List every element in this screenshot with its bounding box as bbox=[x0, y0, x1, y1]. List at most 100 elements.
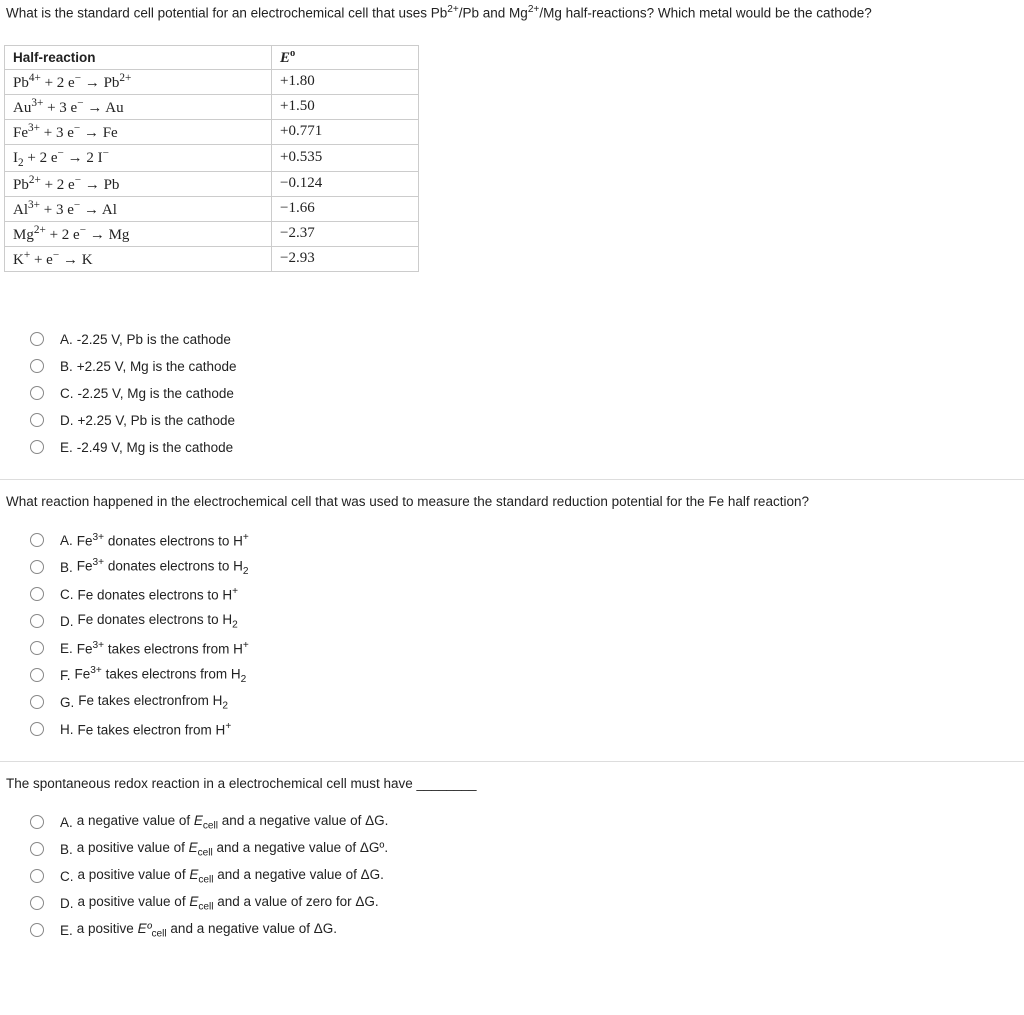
radio-icon[interactable] bbox=[30, 815, 44, 829]
radio-icon[interactable] bbox=[30, 722, 44, 736]
option-letter: D. bbox=[60, 413, 74, 428]
answer-option[interactable]: C. Fe donates electrons to H+ bbox=[30, 581, 1024, 608]
reaction-cell: Al3+ + 3 e− → Al bbox=[5, 196, 272, 221]
radio-icon[interactable] bbox=[30, 695, 44, 709]
option-letter: D. bbox=[60, 614, 74, 629]
table-row: Pb2+ + 2 e− → Pb−0.124 bbox=[5, 171, 419, 196]
radio-icon[interactable] bbox=[30, 614, 44, 628]
radio-icon[interactable] bbox=[30, 533, 44, 547]
radio-icon[interactable] bbox=[30, 842, 44, 856]
e-value-cell: +0.771 bbox=[272, 119, 419, 144]
option-letter: B. bbox=[60, 359, 73, 374]
table-row: K+ + e− → K−2.93 bbox=[5, 246, 419, 271]
reaction-cell: Fe3+ + 3 e− → Fe bbox=[5, 119, 272, 144]
table-row: Au3+ + 3 e− → Au+1.50 bbox=[5, 94, 419, 119]
answer-option[interactable]: A. a negative value of Ecell and a negati… bbox=[30, 809, 1024, 836]
q3-options: A. a negative value of Ecell and a negati… bbox=[30, 809, 1024, 944]
q2-text: What reaction happened in the electroche… bbox=[0, 490, 1024, 513]
option-letter: A. bbox=[60, 332, 73, 347]
reaction-cell: Mg2+ + 2 e− → Mg bbox=[5, 221, 272, 246]
radio-icon[interactable] bbox=[30, 587, 44, 601]
option-text: Fe takes electron from H+ bbox=[78, 721, 232, 738]
option-text: -2.25 V, Pb is the cathode bbox=[77, 332, 231, 347]
answer-option[interactable]: B. a positive value of Ecell and a negati… bbox=[30, 836, 1024, 863]
option-letter: B. bbox=[60, 842, 73, 857]
answer-option[interactable]: C. -2.25 V, Mg is the cathode bbox=[30, 380, 1024, 407]
option-text: a positive Eºcell and a negative value o… bbox=[77, 921, 337, 940]
e-value-cell: −1.66 bbox=[272, 196, 419, 221]
q1-text-sup: 2+ bbox=[528, 4, 540, 15]
e-value-cell: −2.93 bbox=[272, 246, 419, 271]
answer-option[interactable]: E. Fe3+ takes electrons from H+ bbox=[30, 635, 1024, 662]
e-value-cell: +1.50 bbox=[272, 94, 419, 119]
q2-options: A. Fe3+ donates electrons to H+ B. Fe3+ don… bbox=[30, 527, 1024, 743]
option-text: +2.25 V, Pb is the cathode bbox=[78, 413, 236, 428]
th-e: Eo bbox=[272, 45, 419, 69]
option-letter: C. bbox=[60, 386, 74, 401]
radio-icon[interactable] bbox=[30, 440, 44, 454]
table-row: I2 + 2 e− → 2 I−+0.535 bbox=[5, 144, 419, 171]
option-text: a positive value of Ecell and a negative… bbox=[78, 867, 384, 886]
answer-option[interactable]: B.+2.25 V, Mg is the cathode bbox=[30, 353, 1024, 380]
reaction-cell: Pb2+ + 2 e− → Pb bbox=[5, 171, 272, 196]
reaction-cell: Pb4+ + 2 e− → Pb2+ bbox=[5, 69, 272, 94]
q1-text-part: /Mg half-reactions? Which metal would be… bbox=[539, 6, 871, 21]
answer-option[interactable]: B. Fe3+ donates electrons to H2 bbox=[30, 554, 1024, 581]
option-text: a positive value of Ecell and a value of… bbox=[78, 894, 379, 913]
half-reaction-table: Half-reaction Eo Pb4+ + 2 e− → Pb2++1.80… bbox=[4, 45, 419, 272]
answer-option[interactable]: C. a positive value of Ecell and a negati… bbox=[30, 863, 1024, 890]
q1-text: What is the standard cell potential for … bbox=[0, 0, 1024, 25]
radio-icon[interactable] bbox=[30, 641, 44, 655]
option-text: a positive value of Ecell and a negative… bbox=[77, 840, 388, 859]
option-letter: E. bbox=[60, 641, 73, 656]
answer-option[interactable]: E. a positive Eºcell and a negative value… bbox=[30, 917, 1024, 944]
option-letter: A. bbox=[60, 533, 73, 548]
table-row: Pb4+ + 2 e− → Pb2++1.80 bbox=[5, 69, 419, 94]
option-text: -2.25 V, Mg is the cathode bbox=[78, 386, 234, 401]
reaction-cell: K+ + e− → K bbox=[5, 246, 272, 271]
answer-option[interactable]: D.a positive value of Ecell and a value … bbox=[30, 890, 1024, 917]
option-letter: E. bbox=[60, 440, 73, 455]
option-text: Fe3+ donates electrons to H+ bbox=[77, 532, 249, 549]
option-letter: E. bbox=[60, 923, 73, 938]
radio-icon[interactable] bbox=[30, 896, 44, 910]
radio-icon[interactable] bbox=[30, 923, 44, 937]
answer-option[interactable]: D. +2.25 V, Pb is the cathode bbox=[30, 407, 1024, 434]
e-value-cell: +1.80 bbox=[272, 69, 419, 94]
table-row: Fe3+ + 3 e− → Fe+0.771 bbox=[5, 119, 419, 144]
option-letter: C. bbox=[60, 587, 74, 602]
answer-option[interactable]: H. Fe takes electron from H+ bbox=[30, 716, 1024, 743]
e-value-cell: +0.535 bbox=[272, 144, 419, 171]
answer-option[interactable]: F.Fe3+ takes electrons from H2 bbox=[30, 662, 1024, 689]
option-text: Fe3+ takes electrons from H+ bbox=[77, 640, 249, 657]
answer-option[interactable]: A. -2.25 V, Pb is the cathode bbox=[30, 326, 1024, 353]
option-text: a negative value of Ecell and a negative… bbox=[77, 813, 389, 832]
option-letter: G. bbox=[60, 695, 74, 710]
option-letter: H. bbox=[60, 722, 74, 737]
reaction-cell: I2 + 2 e− → 2 I− bbox=[5, 144, 272, 171]
radio-icon[interactable] bbox=[30, 359, 44, 373]
radio-icon[interactable] bbox=[30, 413, 44, 427]
separator bbox=[0, 479, 1024, 480]
q3-text: The spontaneous redox reaction in a elec… bbox=[0, 772, 1024, 795]
option-letter: A. bbox=[60, 815, 73, 830]
option-letter: B. bbox=[60, 560, 73, 575]
answer-option[interactable]: G.Fe takes electronfrom H2 bbox=[30, 689, 1024, 716]
e-symbol: E bbox=[280, 50, 290, 66]
th-half-reaction: Half-reaction bbox=[5, 45, 272, 69]
radio-icon[interactable] bbox=[30, 332, 44, 346]
radio-icon[interactable] bbox=[30, 560, 44, 574]
option-text: Fe donates electrons to H+ bbox=[78, 586, 239, 603]
radio-icon[interactable] bbox=[30, 869, 44, 883]
radio-icon[interactable] bbox=[30, 386, 44, 400]
option-text: Fe3+ takes electrons from H2 bbox=[75, 665, 247, 685]
q1-text-part: /Pb and Mg bbox=[459, 6, 528, 21]
option-letter: C. bbox=[60, 869, 74, 884]
radio-icon[interactable] bbox=[30, 668, 44, 682]
table-row: Al3+ + 3 e− → Al−1.66 bbox=[5, 196, 419, 221]
answer-option[interactable]: D.Fe donates electrons to H2 bbox=[30, 608, 1024, 635]
answer-option[interactable]: A. Fe3+ donates electrons to H+ bbox=[30, 527, 1024, 554]
option-text: -2.49 V, Mg is the cathode bbox=[77, 440, 233, 455]
option-text: Fe3+ donates electrons to H2 bbox=[77, 557, 249, 577]
answer-option[interactable]: E. -2.49 V, Mg is the cathode bbox=[30, 434, 1024, 461]
